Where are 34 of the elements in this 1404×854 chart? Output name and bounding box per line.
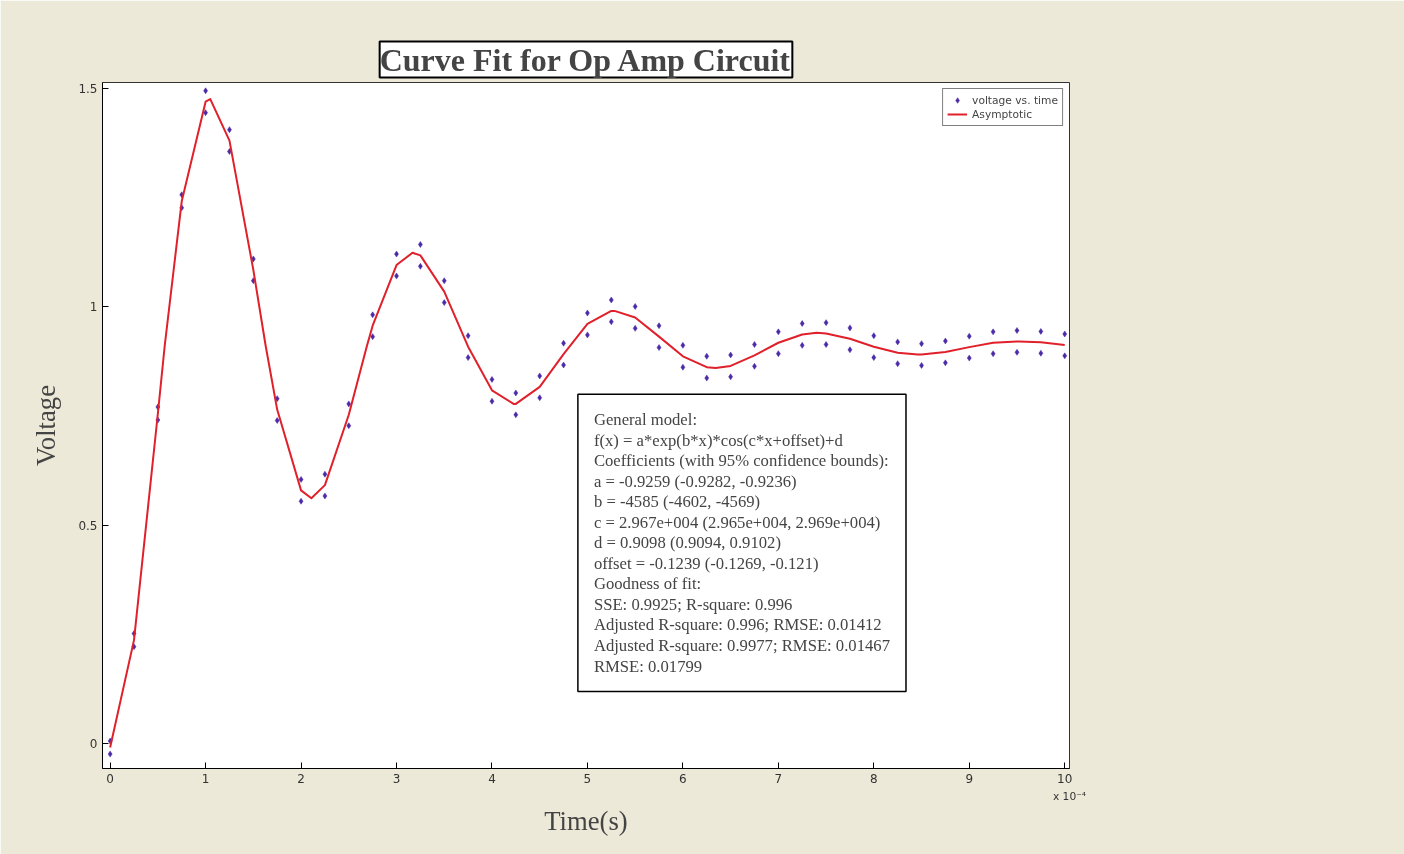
legend-label: voltage vs. time bbox=[972, 93, 1058, 107]
annotation: Goodness of fit: bbox=[593, 574, 702, 594]
x-tick-label: 4 bbox=[488, 771, 496, 786]
x-tick-label: 6 bbox=[679, 771, 687, 786]
annotation: Adjusted R-square: 0.9977; RMSE: 0.01467 bbox=[593, 636, 890, 655]
annotation: d = 0.9098 (0.9094, 0.9102) bbox=[593, 533, 781, 553]
x-tick-label: 0 bbox=[106, 771, 114, 786]
x-tick-label: 2 bbox=[297, 771, 305, 786]
x-tick-label: 1 bbox=[201, 771, 210, 786]
annotation: offset = -0.1239 (-0.1269, -0.121) bbox=[593, 553, 819, 573]
chart-title: Curve Fit for Op Amp Circuit bbox=[379, 41, 791, 78]
annotation: c = 2.967e+004 (2.965e+004, 2.969e+004) bbox=[593, 512, 881, 532]
x-tick-label: 5 bbox=[583, 771, 592, 786]
y-tick-label: 1 bbox=[89, 300, 98, 315]
x-axis-title: Time(s) bbox=[544, 805, 628, 836]
x-tick-label: 8 bbox=[869, 771, 878, 786]
annotation: b = -4585 (-4602, -4569) bbox=[593, 492, 761, 512]
annotation: General model: bbox=[593, 410, 698, 430]
x-tick-label: 7 bbox=[774, 771, 783, 786]
annotation: SSE: 0.9925; R-square: 0.996 bbox=[593, 594, 793, 614]
x-tick-label: 9 bbox=[965, 771, 974, 786]
annotation: Adjusted R-square: 0.996; RMSE: 0.01412 bbox=[593, 615, 882, 635]
text: x 10⁻⁴ bbox=[1052, 789, 1087, 803]
x-tick-label: 3 bbox=[392, 771, 401, 786]
annotation: RMSE: 0.01799 bbox=[593, 656, 703, 676]
annotation: f(x) = a*exp(b*x)*cos(c*x+offset)+d bbox=[593, 430, 844, 450]
y-tick-label: 0 bbox=[89, 737, 98, 752]
annotation: Coefficients (with 95% confidence bounds): bbox=[593, 451, 889, 471]
y-axis-title: Voltage bbox=[31, 385, 62, 466]
legend-label: Asymptotic bbox=[972, 107, 1033, 121]
y-tick-label: 0.5 bbox=[78, 518, 98, 533]
x-tick-label: 10 bbox=[1057, 771, 1073, 786]
y-tick-label: 1.5 bbox=[78, 82, 98, 97]
annotation: a = -0.9259 (-0.9282, -0.9236) bbox=[593, 471, 797, 491]
